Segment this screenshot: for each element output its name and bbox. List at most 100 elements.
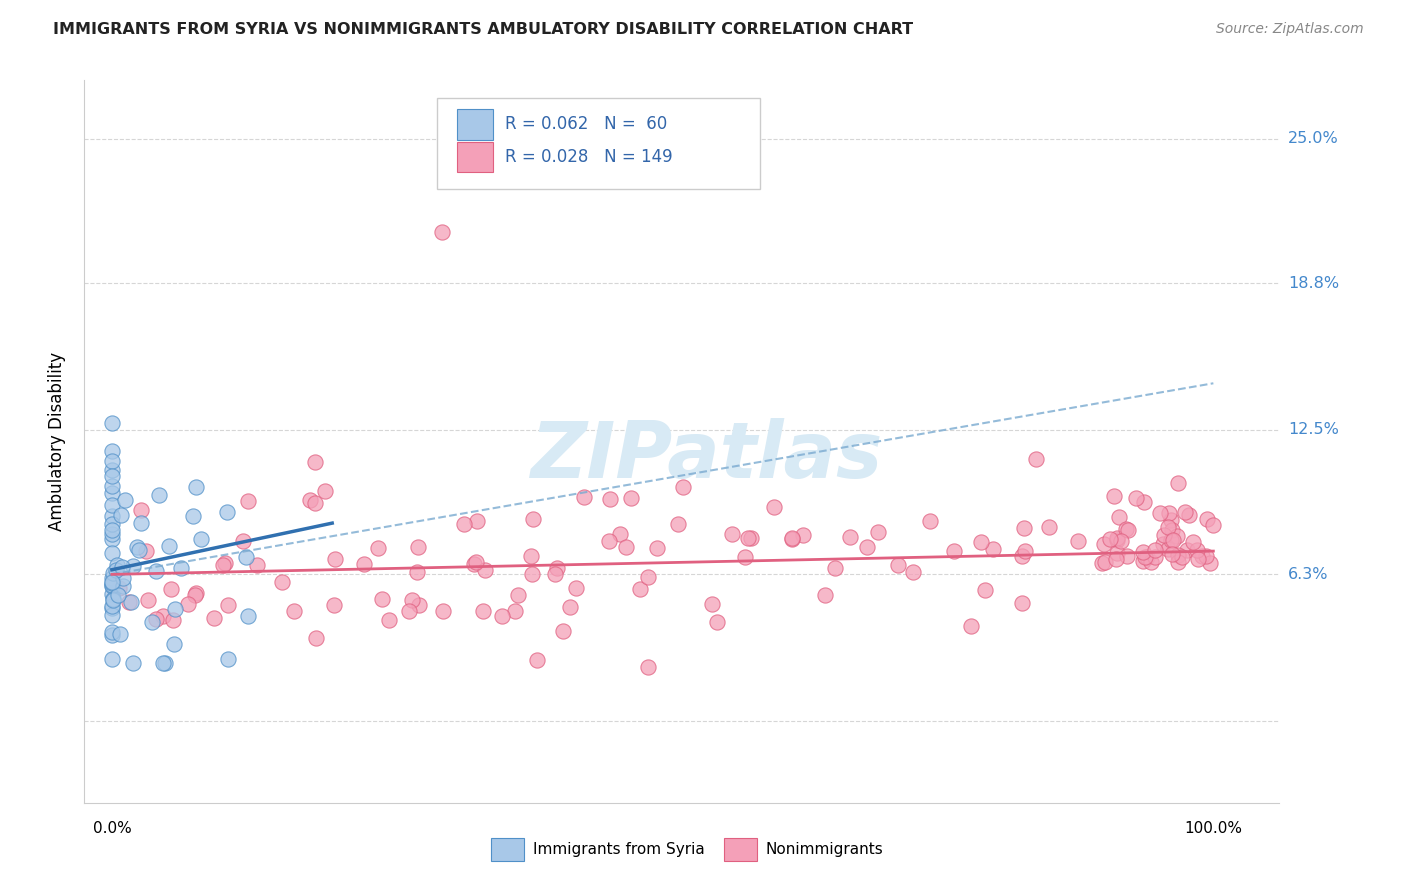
Point (706, 615, 728, 630)
Text: 100.0%: 100.0% (1184, 822, 1243, 837)
Point (1157, 541, 1180, 556)
Point (1202, 518, 1225, 533)
Point (236, 609, 259, 624)
Point (122, 559, 145, 574)
Point (503, 604, 526, 618)
Point (367, 541, 389, 555)
Point (405, 566, 427, 580)
Text: 18.8%: 18.8% (1288, 276, 1339, 291)
Point (792, 528, 814, 542)
Point (1132, 545, 1154, 559)
Point (1166, 529, 1188, 543)
Point (114, 493, 136, 508)
Point (1195, 512, 1218, 526)
Point (128, 543, 150, 558)
Point (1116, 549, 1139, 564)
Point (125, 540, 148, 554)
Point (1105, 551, 1128, 566)
Point (969, 535, 991, 549)
Point (1185, 543, 1208, 558)
Point (101, 566, 124, 580)
Point (101, 601, 124, 615)
Point (101, 469, 124, 483)
Point (1157, 520, 1180, 534)
Point (824, 560, 846, 574)
Text: 25.0%: 25.0% (1288, 131, 1339, 146)
Point (246, 558, 269, 573)
Text: 12.5%: 12.5% (1288, 423, 1339, 437)
Bar (457, 109, 494, 139)
Point (544, 567, 567, 582)
Point (918, 514, 941, 528)
Point (1153, 528, 1175, 542)
Point (160, 582, 183, 597)
Point (353, 557, 375, 571)
Point (720, 527, 742, 541)
Point (101, 485, 124, 500)
Point (122, 656, 145, 670)
Point (1143, 549, 1166, 564)
Point (1133, 549, 1156, 564)
Point (609, 526, 631, 541)
Point (614, 540, 637, 554)
Point (101, 578, 124, 592)
Point (101, 571, 124, 585)
Text: R = 0.028   N = 149: R = 0.028 N = 149 (505, 148, 672, 166)
Point (101, 454, 124, 468)
Point (181, 508, 204, 523)
Point (465, 515, 488, 529)
Point (762, 500, 785, 514)
Point (101, 526, 124, 541)
Point (960, 619, 983, 633)
Point (1099, 533, 1122, 547)
Point (1177, 508, 1199, 522)
Bar (724, 838, 758, 862)
Point (236, 494, 259, 508)
Point (136, 593, 159, 607)
Point (163, 637, 186, 651)
Point (565, 581, 588, 595)
Point (1102, 489, 1125, 503)
Point (129, 503, 152, 517)
Point (101, 652, 124, 666)
Point (217, 598, 239, 612)
Point (141, 615, 163, 630)
Point (506, 588, 529, 602)
Point (101, 579, 124, 593)
Point (1171, 550, 1194, 565)
Point (163, 602, 186, 616)
Text: R = 0.062   N =  60: R = 0.062 N = 60 (505, 115, 668, 133)
Point (101, 509, 124, 524)
Point (235, 550, 257, 565)
Point (101, 599, 124, 613)
Point (111, 560, 134, 574)
Point (887, 558, 910, 572)
Point (1140, 555, 1163, 569)
Point (1175, 542, 1198, 557)
Point (401, 593, 423, 607)
Point (378, 613, 401, 627)
Point (1161, 547, 1184, 561)
Point (1107, 546, 1129, 560)
Point (1195, 549, 1218, 563)
Point (740, 531, 762, 545)
Point (183, 588, 205, 602)
Text: Immigrants from Syria: Immigrants from Syria (533, 842, 704, 857)
Point (668, 517, 690, 532)
Point (1109, 533, 1132, 548)
Point (551, 624, 574, 638)
Y-axis label: Ambulatory Disability: Ambulatory Disability (48, 352, 66, 531)
FancyBboxPatch shape (437, 98, 759, 189)
Point (1011, 596, 1033, 610)
Point (1105, 532, 1128, 546)
Point (1160, 513, 1182, 527)
Point (148, 488, 170, 502)
Point (101, 443, 124, 458)
Point (323, 598, 346, 612)
Bar (491, 838, 524, 862)
Point (101, 416, 124, 430)
Point (129, 516, 152, 530)
Point (101, 593, 124, 607)
Point (572, 490, 595, 504)
Point (152, 609, 174, 624)
